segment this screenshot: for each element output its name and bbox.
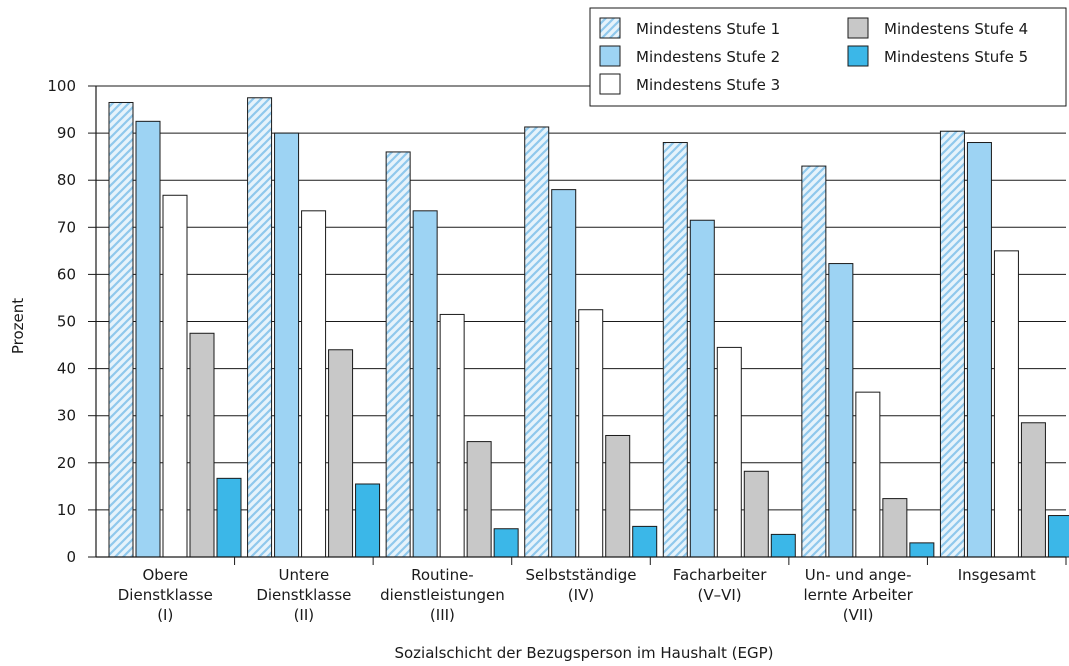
y-tick-label: 20	[57, 454, 76, 472]
bar	[855, 391, 881, 558]
bar	[662, 142, 688, 558]
bar	[162, 194, 188, 558]
bar	[493, 528, 519, 558]
x-tick-label: (II)	[294, 606, 315, 624]
y-tick-label: 90	[57, 124, 76, 142]
x-tick-label: Untere	[279, 566, 330, 584]
legend-label: Mindestens Stufe 1	[636, 20, 780, 38]
x-tick-label: Facharbeiter	[673, 566, 768, 584]
legend-swatch	[847, 17, 869, 39]
bar	[328, 349, 354, 558]
legend-swatch	[599, 17, 621, 39]
x-tick-label: Selbstständige	[526, 566, 637, 584]
bar	[909, 542, 935, 558]
bar	[882, 498, 908, 558]
x-tick-label: dienstleistungen	[380, 586, 505, 604]
bar	[466, 441, 492, 558]
bar	[108, 101, 134, 558]
axes: 0 10 20 30 40 50 60 70 80 90 100	[47, 77, 1067, 566]
x-tick-label: (V–VI)	[697, 586, 741, 604]
legend-label: Mindestens Stufe 5	[884, 48, 1028, 66]
bar	[274, 132, 300, 558]
legend-label: Mindestens Stufe 2	[636, 48, 780, 66]
legend-label: Mindestens Stufe 3	[636, 76, 780, 94]
bars	[108, 97, 1069, 558]
y-tick-label: 0	[66, 548, 76, 566]
x-tick-label: Routine-	[411, 566, 474, 584]
x-tick-label: (IV)	[568, 586, 594, 604]
bar	[716, 346, 742, 558]
y-axis-label: Prozent	[9, 298, 27, 354]
bar	[689, 219, 715, 558]
bar	[939, 130, 965, 558]
x-tick-label: (VII)	[843, 606, 874, 624]
y-tick-label: 30	[57, 407, 76, 425]
bar	[801, 165, 827, 558]
bar	[1047, 515, 1069, 558]
bar	[1020, 422, 1046, 558]
bar	[247, 97, 273, 558]
bar	[551, 189, 577, 558]
bar	[412, 210, 438, 558]
bar	[385, 151, 411, 558]
bar	[770, 533, 796, 558]
x-tick-label: Obere	[142, 566, 188, 584]
bar	[828, 263, 854, 558]
x-tick-label: lernte Arbeiter	[803, 586, 913, 604]
x-tick-label: Un- und ange-	[805, 566, 912, 584]
bar	[578, 309, 604, 558]
y-tick-label: 40	[57, 360, 76, 378]
bar	[966, 142, 992, 558]
x-tick-label: Insgesamt	[958, 566, 1036, 584]
legend-swatch	[847, 45, 869, 67]
legend-label: Mindestens Stufe 4	[884, 20, 1028, 38]
bar	[135, 120, 161, 558]
y-tick-label: 60	[57, 265, 76, 283]
y-tick-label: 70	[57, 218, 76, 236]
x-tick-label: Dienstklasse	[256, 586, 351, 604]
bar	[524, 126, 550, 558]
y-tick-label: 100	[47, 77, 76, 95]
bar	[189, 332, 215, 558]
x-tick-labels: Obere Dienstklasse (I) Untere Dienstklasse (I…	[118, 566, 1036, 624]
bar	[993, 250, 1019, 558]
y-tick-label: 50	[57, 313, 76, 331]
x-tick-label: (I)	[157, 606, 173, 624]
x-axis-label: Sozialschicht der Bezugsperson im Hausha…	[394, 644, 773, 662]
legend: Mindestens Stufe 1 Mindestens Stufe 4 Mind…	[589, 7, 1067, 107]
bar	[355, 483, 381, 558]
bar	[632, 525, 658, 558]
y-tick-label: 10	[57, 501, 76, 519]
bar	[439, 313, 465, 558]
bar	[301, 210, 327, 558]
legend-swatch	[599, 45, 621, 67]
y-tick-label: 80	[57, 171, 76, 189]
x-tick-label: Dienstklasse	[118, 586, 213, 604]
x-tick-label: (III)	[430, 606, 455, 624]
legend-box	[589, 7, 1067, 107]
bar	[743, 470, 769, 558]
bar	[605, 434, 631, 558]
bar	[216, 477, 242, 558]
legend-swatch	[599, 73, 621, 95]
